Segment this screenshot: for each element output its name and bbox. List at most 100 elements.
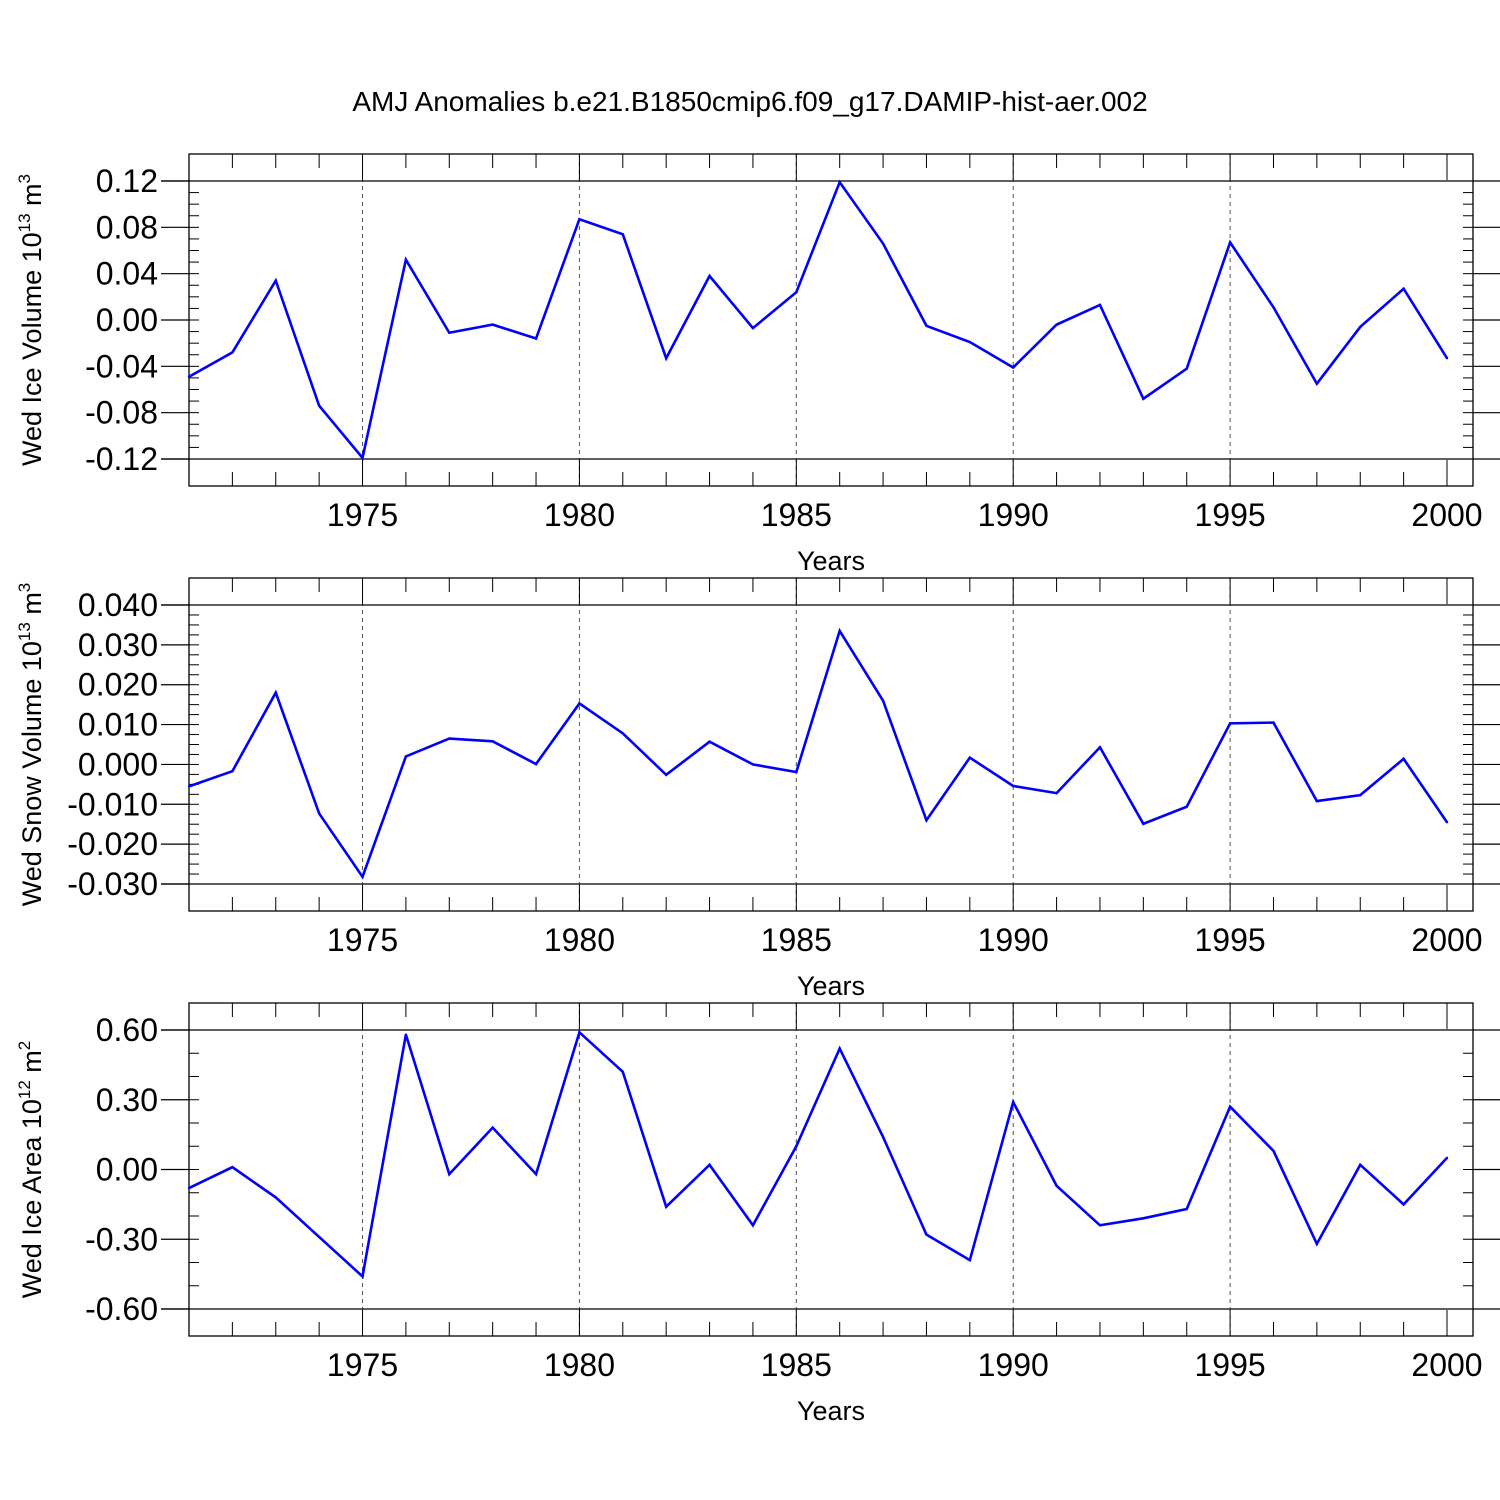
x-tick-label: 1985 [761,497,832,533]
data-point [1359,793,1362,797]
x-tick-label: 1995 [1195,922,1266,958]
y-tick-label: -0.60 [85,1291,158,1327]
data-point [317,404,321,407]
data-point [1228,241,1232,244]
x-tick-label: 2000 [1411,497,1482,533]
data-point [448,737,451,740]
data-point [751,326,755,330]
data-point [578,702,581,705]
data-point [1098,303,1102,307]
x-tick-label: 1985 [761,922,832,958]
x-axis-label: Years [797,971,865,1001]
data-point [404,258,408,261]
data-point [491,740,494,743]
data-point [881,1135,885,1139]
y-tick-label: 0.030 [78,627,158,663]
series-line [188,179,1449,461]
data-point [1315,1242,1319,1246]
y-tick-label: 0.00 [96,1152,158,1188]
y-tick-label: 0.30 [96,1082,158,1118]
data-point [361,1275,364,1278]
data-point [708,1163,711,1167]
x-tick-label: 1990 [978,497,1049,533]
y-tick-label: 0.08 [96,209,158,245]
data-point [1402,287,1405,290]
data-point [1315,382,1319,385]
data-point [1142,1217,1145,1220]
data-point [925,1233,928,1236]
y-tick-label: 0.00 [96,302,158,338]
data-point [1272,306,1275,309]
data-point [708,740,711,743]
y-tick-label: 0.60 [96,1012,158,1048]
data-point [231,770,234,773]
data-point [317,1235,321,1239]
data-point [838,1047,841,1050]
data-point [1185,1207,1188,1211]
data-point [1185,367,1188,370]
x-tick-label: 1995 [1195,1347,1266,1383]
data-point [1228,1105,1232,1108]
x-tick-label: 1980 [544,922,615,958]
data-point [404,1033,408,1036]
data-point [968,1258,972,1262]
ice-volume-panel: -0.12 -0.08 -0.04 0.00 0.04 0.08 0.12 1975 1980 1… [15,153,1500,576]
data-point [708,274,711,278]
y-axis-label: Wed Ice Volume 1013 m3 [15,174,47,466]
y-tick-label: 0.010 [78,707,158,743]
data-point [1098,746,1102,749]
data-point [1272,721,1275,724]
data-point [1315,799,1319,803]
y-tick-label: -0.30 [85,1221,158,1257]
y-tick-label: -0.030 [67,866,158,902]
data-point [231,1165,234,1169]
data-point [317,812,321,815]
data-point [968,340,972,344]
data-point [404,755,408,758]
data-point [751,1224,755,1227]
data-point [838,180,841,184]
x-tick-label: 2000 [1411,922,1482,958]
data-point [1012,784,1015,788]
x-tick-label: 1975 [327,922,398,958]
data-point [1402,1203,1405,1206]
y-axis-label: Wed Snow Volume 1013 m3 [15,583,47,907]
data-point [968,756,972,759]
plot-frame [188,577,1474,912]
data-point [361,875,364,879]
data-point [274,691,277,694]
data-point [925,819,928,822]
y-tick-label: -0.010 [67,786,158,822]
data-point [664,357,668,360]
data-point [578,218,581,221]
data-point [621,233,624,236]
data-point [795,291,798,294]
data-point [187,375,191,378]
data-point [1055,791,1058,795]
series-line [188,627,1449,880]
x-tick-label: 1990 [978,922,1049,958]
data-point [664,773,668,776]
data-point [1142,822,1145,826]
y-tick-label: -0.020 [67,826,158,862]
data-point [187,1186,191,1190]
data-point [274,279,277,282]
data-point [1445,821,1449,824]
data-point [187,785,191,788]
data-point [1098,1224,1102,1227]
data-point [1445,357,1449,360]
x-tick-label: 1975 [327,497,398,533]
data-point [838,629,841,633]
data-point [1272,1149,1275,1153]
y-tick-label: -0.12 [85,441,158,477]
y-tick-label: 0.12 [96,163,158,199]
data-point [881,242,885,245]
data-point [1055,1184,1058,1187]
data-point [448,331,451,334]
y-tick-label: 0.04 [96,256,158,292]
data-point [534,762,538,766]
y-tick-label: -0.04 [85,348,158,384]
data-point [795,770,798,774]
data-point [491,1126,494,1129]
data-point [1359,325,1362,329]
